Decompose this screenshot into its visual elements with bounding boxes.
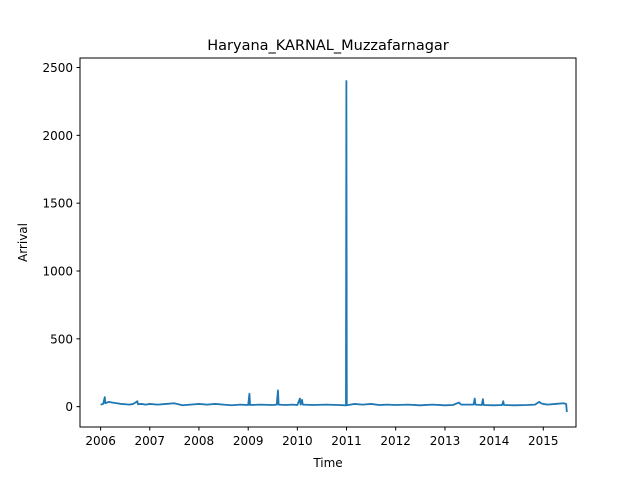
y-tick-label: 0 xyxy=(65,400,73,414)
x-tick-label: 2010 xyxy=(282,434,313,448)
y-tick-label: 2500 xyxy=(42,61,73,75)
plot-area-frame xyxy=(79,57,577,428)
y-tick-label: 1500 xyxy=(42,197,73,211)
y-axis-ticks: 0 500 1000 1500 2000 2500 xyxy=(42,61,80,414)
x-tick-label: 2009 xyxy=(233,434,264,448)
x-tick-label: 2006 xyxy=(85,434,116,448)
x-axis-ticks: 2006 2007 2008 2009 2010 2011 2012 2013 2014 2015 xyxy=(85,427,559,448)
series-layer xyxy=(100,80,568,413)
x-tick-label: 2008 xyxy=(184,434,215,448)
y-tick-label: 1000 xyxy=(42,264,73,278)
series-line xyxy=(100,80,568,413)
x-tick-label: 2012 xyxy=(380,434,411,448)
x-tick-label: 2011 xyxy=(331,434,362,448)
x-tick-label: 2007 xyxy=(134,434,165,448)
x-axis-label: Time xyxy=(312,456,342,470)
x-tick-label: 2014 xyxy=(479,434,510,448)
chart-title: Haryana_KARNAL_Muzzafarnagar xyxy=(207,38,449,54)
y-axis-label: Arrival xyxy=(16,223,30,262)
y-tick-label: 500 xyxy=(50,332,73,346)
x-tick-label: 2015 xyxy=(528,434,559,448)
y-tick-label: 2000 xyxy=(42,129,73,143)
x-tick-label: 2013 xyxy=(430,434,461,448)
